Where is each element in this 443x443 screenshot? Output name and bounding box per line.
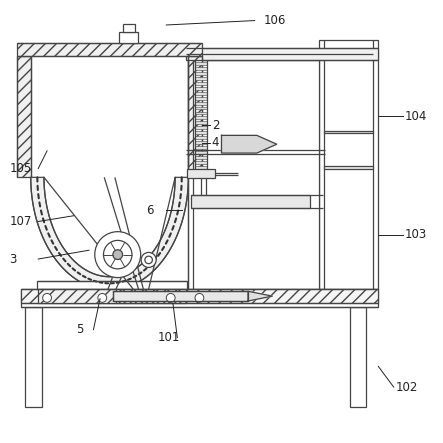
PathPatch shape bbox=[31, 177, 188, 290]
Circle shape bbox=[145, 256, 152, 264]
Text: 107: 107 bbox=[10, 215, 32, 228]
Bar bbox=[119, 31, 139, 43]
Bar bbox=[17, 43, 202, 56]
Circle shape bbox=[141, 253, 156, 268]
Bar bbox=[195, 146, 207, 149]
Bar bbox=[195, 62, 207, 65]
Bar bbox=[186, 48, 378, 60]
Text: 5: 5 bbox=[76, 323, 83, 336]
Bar bbox=[195, 92, 207, 95]
Bar bbox=[195, 156, 207, 159]
Circle shape bbox=[98, 293, 107, 302]
Bar bbox=[195, 136, 207, 139]
Text: 105: 105 bbox=[10, 162, 32, 175]
Bar bbox=[190, 195, 310, 208]
Text: 4: 4 bbox=[212, 136, 219, 149]
Bar bbox=[195, 87, 207, 90]
Circle shape bbox=[113, 250, 123, 260]
Text: 3: 3 bbox=[10, 253, 17, 265]
Bar bbox=[116, 289, 186, 303]
Circle shape bbox=[195, 293, 204, 302]
Bar bbox=[195, 131, 207, 134]
Bar bbox=[195, 141, 207, 144]
Circle shape bbox=[95, 232, 141, 278]
Bar bbox=[195, 97, 207, 100]
Bar bbox=[195, 67, 207, 70]
Bar bbox=[187, 168, 215, 178]
Polygon shape bbox=[248, 291, 272, 301]
Text: 2: 2 bbox=[212, 119, 219, 132]
Bar bbox=[195, 102, 207, 105]
Bar bbox=[324, 131, 373, 133]
Bar bbox=[123, 23, 135, 31]
Bar bbox=[350, 307, 366, 407]
Circle shape bbox=[166, 293, 175, 302]
Text: 106: 106 bbox=[264, 14, 286, 27]
Bar bbox=[195, 107, 207, 109]
Bar bbox=[25, 307, 42, 407]
Text: 103: 103 bbox=[405, 228, 427, 241]
Bar bbox=[188, 60, 319, 289]
Bar bbox=[195, 72, 207, 75]
Bar bbox=[195, 82, 207, 85]
Bar bbox=[38, 289, 116, 303]
Bar bbox=[195, 151, 207, 154]
Bar bbox=[195, 126, 207, 129]
Bar bbox=[17, 56, 31, 177]
Bar bbox=[195, 166, 207, 168]
Bar bbox=[20, 289, 378, 303]
Text: 6: 6 bbox=[147, 204, 154, 217]
Circle shape bbox=[43, 293, 51, 302]
Polygon shape bbox=[31, 56, 188, 277]
Text: 102: 102 bbox=[396, 381, 418, 393]
Bar bbox=[195, 117, 207, 119]
Bar bbox=[195, 161, 207, 163]
Circle shape bbox=[104, 241, 132, 269]
Bar bbox=[139, 291, 156, 301]
Bar bbox=[113, 291, 248, 301]
Bar bbox=[188, 56, 202, 177]
Polygon shape bbox=[222, 136, 277, 153]
Bar bbox=[195, 112, 207, 114]
Bar bbox=[20, 289, 378, 307]
Bar bbox=[37, 281, 187, 289]
Bar bbox=[195, 77, 207, 80]
Text: 101: 101 bbox=[157, 331, 180, 344]
Bar bbox=[324, 166, 373, 168]
Bar bbox=[195, 121, 207, 124]
Bar bbox=[319, 40, 378, 289]
Text: 104: 104 bbox=[405, 110, 427, 123]
